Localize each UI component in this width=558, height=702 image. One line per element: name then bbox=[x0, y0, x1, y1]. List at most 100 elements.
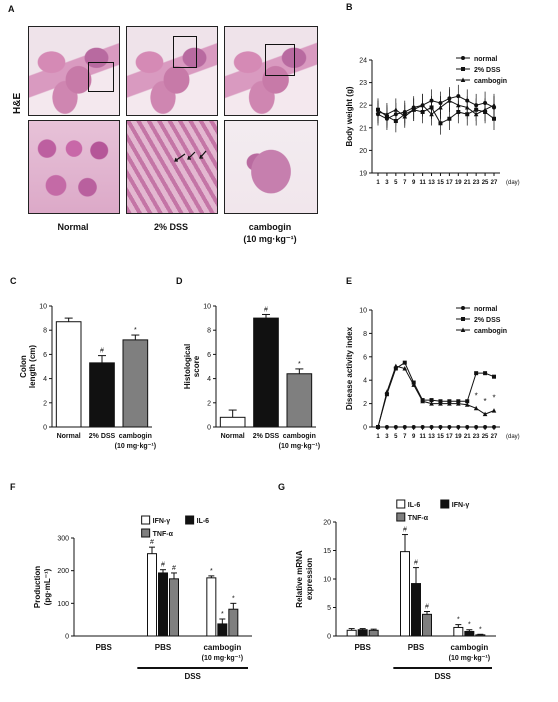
chart-e-point-2 bbox=[491, 408, 497, 413]
chart-e-x-tick-label: 25 bbox=[482, 434, 489, 440]
chart-e-point-1 bbox=[465, 399, 470, 404]
chart-d-y-tick-label: 8 bbox=[207, 328, 211, 335]
chart-g-y-tick-label: 5 bbox=[327, 605, 331, 612]
chart-b-y-tick-label: 22 bbox=[359, 103, 367, 110]
chart-e-point-2 bbox=[456, 401, 461, 406]
chart-e-point-0 bbox=[420, 425, 425, 429]
chart-e-point-0 bbox=[483, 425, 488, 429]
micrograph-cambogin-high bbox=[224, 120, 318, 214]
chart-g-legend-label: IFN-γ bbox=[452, 502, 470, 509]
chart-b-point-2 bbox=[375, 109, 381, 114]
caption-cambogin-dose: (10 mg·kg⁻¹) bbox=[243, 234, 297, 244]
chart-f-y-axis-label: (pg·mL⁻¹) bbox=[43, 568, 52, 605]
chart-e-point-0 bbox=[492, 425, 496, 429]
chart-b-point-2 bbox=[491, 102, 497, 108]
chart-b-x-tick-label: 21 bbox=[464, 180, 471, 186]
chart-b-point-2 bbox=[473, 111, 479, 117]
chart-c-category-label: (10 mg·kg⁻¹) bbox=[115, 443, 156, 450]
chart-e-y-tick-label: 4 bbox=[363, 378, 367, 385]
chart-b-point-2 bbox=[411, 107, 416, 112]
chart-c-y-tick-label: 4 bbox=[43, 376, 47, 383]
chart-e-point-2 bbox=[375, 424, 381, 429]
chart-f-legend-label: TNF-α bbox=[153, 531, 174, 538]
chart-e-point-2 bbox=[402, 366, 408, 371]
chart-b-x-unit: (day) bbox=[506, 180, 520, 186]
chart-e-y-tick-label: 8 bbox=[363, 331, 367, 338]
chart-f-legend-label: IL-6 bbox=[197, 518, 210, 525]
chart-b-point-2 bbox=[464, 104, 470, 110]
chart-e-point-1 bbox=[483, 371, 488, 376]
chart-b-y-tick-label: 20 bbox=[359, 148, 367, 155]
chart-b-legend-label: cambogin bbox=[474, 78, 507, 85]
chart-g-y-tick-label: 20 bbox=[323, 520, 331, 527]
chart-d-sig-mark: # bbox=[264, 306, 268, 313]
chart-e-sig-mark: * bbox=[484, 397, 487, 406]
chart-e-point-2 bbox=[429, 401, 434, 406]
chart-e-x-tick-label: 13 bbox=[428, 434, 435, 440]
chart-f-bar bbox=[169, 578, 179, 637]
chart-g-bar bbox=[411, 583, 421, 637]
chart-e-point-1 bbox=[393, 366, 398, 371]
chart-f-group-label: PBS bbox=[95, 643, 112, 652]
chart-d-sig-mark: * bbox=[298, 361, 301, 368]
micrograph-dss-high bbox=[126, 120, 218, 214]
chart-f-sig-mark: # bbox=[161, 562, 165, 569]
chart-g-bar bbox=[453, 626, 464, 637]
chart-e-legend-marker bbox=[460, 327, 466, 332]
chart-g-sig-mark: * bbox=[479, 626, 482, 633]
chart-e-point-0 bbox=[438, 425, 443, 429]
chart-e-point-0 bbox=[474, 425, 479, 429]
chart-e-series-line-2 bbox=[377, 365, 495, 428]
chart-b-x-tick-label: 7 bbox=[403, 180, 407, 186]
chart-e-point-0 bbox=[393, 425, 398, 429]
chart-d-category-label: Normal bbox=[221, 433, 245, 440]
chart-b-point-1 bbox=[447, 116, 452, 121]
chart-g-legend-label: IL-6 bbox=[408, 502, 421, 509]
chart-b-x-tick-label: 5 bbox=[394, 180, 398, 186]
chart-g-bar bbox=[464, 630, 475, 637]
chart-f-bar bbox=[147, 553, 157, 637]
chart-e-point-2 bbox=[447, 401, 452, 406]
chart-e-x-tick-label: 9 bbox=[412, 434, 416, 440]
chart-e-x-tick-label: 1 bbox=[376, 434, 380, 440]
chart-f-y-tick-label: 200 bbox=[57, 568, 69, 575]
chart-b-x-tick-label: 25 bbox=[482, 180, 489, 186]
caption-cambogin: cambogin bbox=[248, 222, 292, 232]
panel-label-e: E bbox=[346, 276, 352, 286]
chart-b-point-2 bbox=[393, 107, 399, 112]
chart-b-point-2 bbox=[482, 107, 488, 112]
chart-f-y-tick-label: 300 bbox=[57, 536, 69, 543]
chart-e-point-0 bbox=[429, 425, 434, 429]
chart-e-point-0 bbox=[447, 425, 452, 429]
zoom-box-cambogin bbox=[265, 44, 295, 76]
chart-b-x-tick-label: 1 bbox=[376, 180, 380, 186]
chart-f-bar bbox=[158, 572, 168, 637]
chart-b-y-tick-label: 24 bbox=[359, 58, 367, 65]
chart-e-point-1 bbox=[384, 392, 389, 397]
chart-e-point-1 bbox=[429, 398, 434, 403]
chart-d-bar bbox=[253, 317, 279, 428]
chart-g-group-label: cambogin bbox=[450, 643, 488, 652]
chart-g-y-tick-label: 0 bbox=[327, 634, 331, 641]
chart-b-legend-label: normal bbox=[474, 56, 497, 63]
chart-f-legend-swatch bbox=[185, 515, 195, 525]
chart-b-x-tick-label: 3 bbox=[385, 180, 389, 186]
chart-e-x-tick-label: 23 bbox=[473, 434, 480, 440]
zoom-box-dss bbox=[173, 36, 197, 68]
chart-c-category-label: Normal bbox=[57, 433, 81, 440]
chart-d-category-label: 2% DSS bbox=[253, 433, 280, 440]
chart-g-y-tick-label: 15 bbox=[323, 548, 331, 555]
chart-f-group-label: cambogin bbox=[203, 643, 241, 652]
chart-d-category-label: cambogin bbox=[283, 433, 316, 440]
panel-label-d: D bbox=[176, 276, 183, 286]
chart-g-bar bbox=[475, 634, 486, 637]
chart-b-y-tick-label: 21 bbox=[359, 125, 367, 132]
chart-b-point-2 bbox=[456, 102, 461, 108]
panel-label-a: A bbox=[8, 4, 15, 14]
chart-g-group-label: PBS bbox=[408, 643, 425, 652]
chart-b-x-tick-label: 13 bbox=[428, 180, 435, 186]
chart-c-bar bbox=[89, 362, 115, 428]
chart-g-bar bbox=[400, 551, 410, 637]
chart-g-y-axis-label: expression bbox=[305, 558, 314, 600]
chart-g-bracket-label: DSS bbox=[434, 672, 451, 681]
